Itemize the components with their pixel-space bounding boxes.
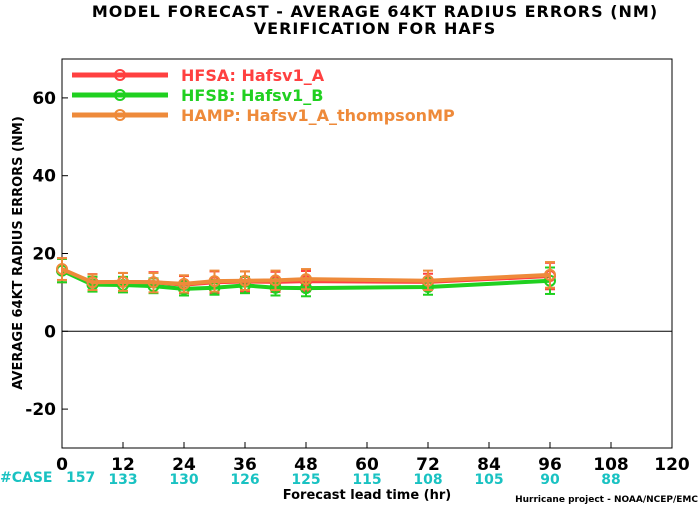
- data-point: [208, 275, 221, 288]
- x-tick-label: 84: [477, 455, 501, 475]
- case-count-label: #CASE: [0, 470, 53, 486]
- x-tick-label: 12: [111, 455, 135, 475]
- data-point: [300, 273, 312, 286]
- case-count: 105: [474, 472, 503, 488]
- y-tick-label: 60: [32, 89, 56, 109]
- y-tick-label: 0: [44, 322, 56, 342]
- data-point: [147, 276, 160, 289]
- credit-text: Hurricane project - NOAA/NCEP/EMC: [515, 495, 698, 505]
- legend-item-1: HFSB: Hafsv1_B: [72, 86, 323, 105]
- x-tick-label: 24: [172, 455, 196, 475]
- case-count: 108: [413, 472, 442, 488]
- chart-title-line2: VERIFICATION FOR HAFS: [254, 19, 496, 38]
- chart-title-line1: MODEL FORECAST - AVERAGE 64KT RADIUS ERR…: [92, 2, 658, 21]
- data-point: [239, 274, 251, 287]
- legend-label: HFSB: Hafsv1_B: [181, 86, 323, 105]
- y-axis-label: AVERAGE 64KT RADIUS ERRORS (NM): [11, 116, 26, 390]
- y-tick-label: -20: [25, 400, 56, 420]
- case-count: 125: [291, 472, 320, 488]
- legend-label: HFSA: Hafsv1_A: [181, 66, 325, 85]
- x-tick-label: 36: [233, 455, 257, 475]
- legend-item-2: HAMP: Hafsv1_A_thompsonMP: [72, 106, 455, 125]
- legend-swatch-marker: [114, 109, 126, 121]
- data-point: [544, 268, 556, 281]
- legend-label: HAMP: Hafsv1_A_thompsonMP: [181, 106, 455, 125]
- legend-swatch-marker: [114, 69, 126, 81]
- y-tick-label: 20: [32, 245, 56, 265]
- data-point: [56, 263, 68, 276]
- legend-item-0: HFSA: Hafsv1_A: [72, 66, 325, 85]
- data-point: [422, 274, 434, 287]
- case-count: 130: [169, 472, 198, 488]
- case-count: 90: [540, 472, 560, 488]
- series-2: [56, 257, 556, 294]
- x-tick-label: 48: [294, 455, 318, 475]
- data-point: [269, 274, 282, 287]
- x-tick-label: 96: [538, 455, 562, 475]
- x-axis-label: Forecast lead time (hr): [283, 488, 451, 503]
- x-tick-label: 60: [355, 455, 379, 475]
- x-tick-label: 72: [416, 455, 440, 475]
- legend-swatch-marker: [114, 89, 126, 101]
- case-count: 157: [66, 470, 95, 486]
- data-point: [117, 275, 129, 288]
- x-tick-label: 108: [593, 455, 629, 475]
- x-tick-label: 0: [56, 455, 68, 475]
- y-tick-label: 40: [32, 167, 56, 187]
- case-count: 126: [230, 472, 259, 488]
- case-count: 133: [108, 472, 137, 488]
- case-count: 88: [601, 472, 620, 488]
- case-count: 115: [352, 472, 381, 488]
- x-tick-label: 120: [654, 455, 690, 475]
- data-point: [86, 276, 99, 289]
- data-point: [178, 277, 190, 290]
